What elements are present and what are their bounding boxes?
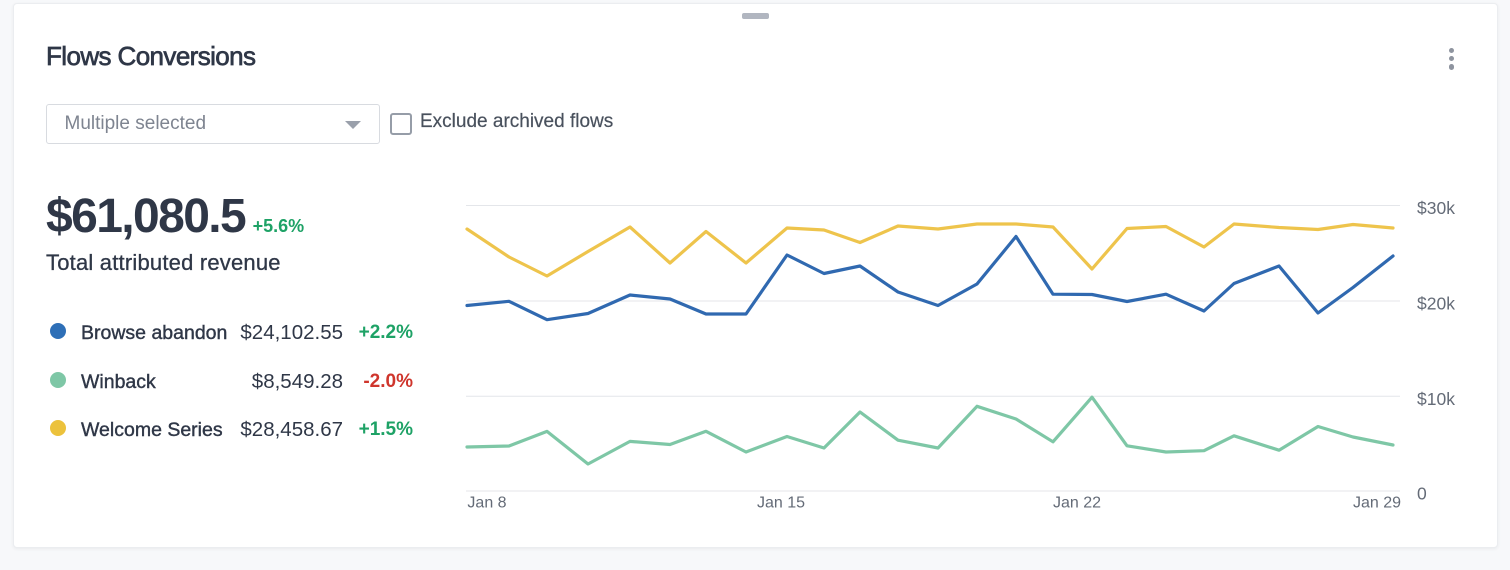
svg-text:Jan 15: Jan 15 (757, 495, 805, 512)
svg-text:0: 0 (1417, 484, 1427, 504)
svg-text:$20k: $20k (1417, 294, 1455, 314)
svg-text:Jan 22: Jan 22 (1053, 495, 1101, 512)
svg-text:$10k: $10k (1417, 389, 1455, 409)
svg-text:$30k: $30k (1417, 198, 1455, 218)
svg-text:Jan 8: Jan 8 (467, 495, 506, 512)
svg-text:Jan 29: Jan 29 (1353, 495, 1401, 512)
